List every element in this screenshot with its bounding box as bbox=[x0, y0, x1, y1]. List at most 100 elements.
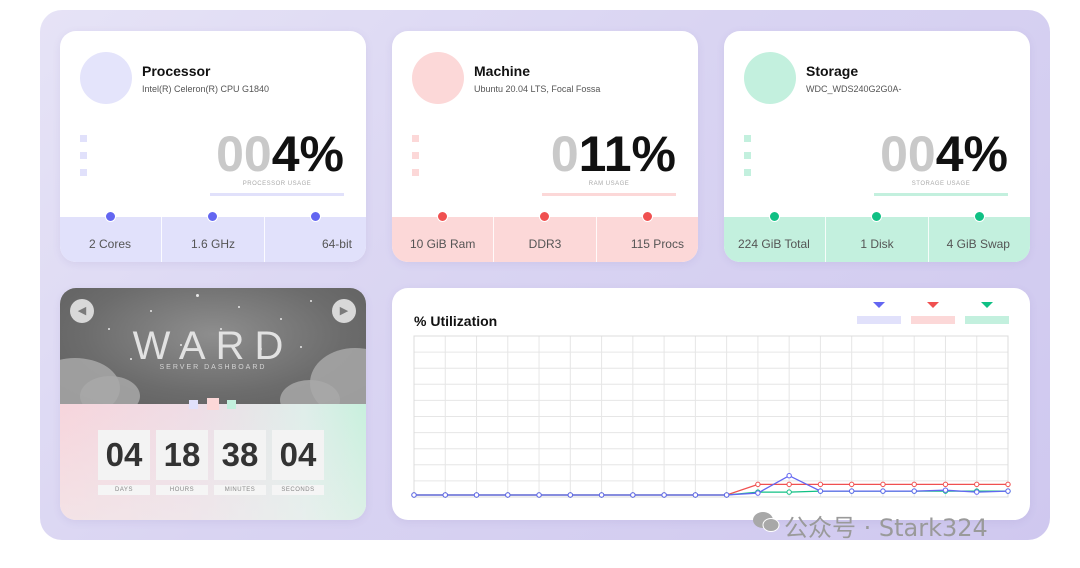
card-title: Storage bbox=[806, 63, 859, 79]
usage-underline bbox=[542, 193, 676, 196]
footer-item: 4 GiB Swap bbox=[929, 211, 1030, 262]
legend-ram[interactable] bbox=[911, 302, 955, 324]
usage-label: STORAGE USAGE bbox=[911, 181, 971, 187]
dot-icon bbox=[973, 211, 985, 222]
theme-swatch-green[interactable] bbox=[227, 400, 236, 409]
countdown-days: 04 bbox=[98, 430, 150, 480]
series-line-0 bbox=[414, 474, 1009, 496]
utilization-chart-card: % Utilization bbox=[392, 288, 1030, 520]
data-point bbox=[755, 490, 761, 496]
mini-bars bbox=[80, 135, 88, 185]
card-subtitle: WDC_WDS240G2G0A- bbox=[806, 84, 902, 94]
mini-bars bbox=[744, 135, 752, 185]
footer-item: 10 GiB Ram bbox=[392, 211, 495, 262]
data-point bbox=[880, 481, 886, 488]
footer-item: 1.6 GHz bbox=[162, 211, 265, 262]
processor-avatar bbox=[80, 52, 132, 104]
data-point bbox=[505, 492, 511, 498]
watermark-text: 公众号 · Stark324 bbox=[784, 514, 988, 542]
ward-logo-title: WARD bbox=[132, 324, 294, 368]
data-point bbox=[411, 492, 417, 498]
storage-card: Storage WDC_WDS240G2G0A- 004% STORAGE US… bbox=[724, 31, 1030, 262]
data-point bbox=[692, 492, 699, 498]
data-point bbox=[755, 481, 761, 488]
data-point bbox=[974, 489, 980, 495]
card-footer: 224 GiB Total 1 Disk 4 GiB Swap bbox=[724, 211, 1030, 262]
countdown-label: MINUTES bbox=[214, 485, 266, 495]
data-point bbox=[911, 481, 917, 488]
theme-swatch-red[interactable] bbox=[207, 398, 219, 410]
usage-label: PROCESSOR USAGE bbox=[242, 181, 312, 187]
dot-icon bbox=[105, 211, 116, 222]
triangle-down-icon bbox=[981, 302, 993, 308]
data-point bbox=[630, 492, 636, 498]
dot-icon bbox=[207, 211, 219, 222]
usage-value: 004% bbox=[216, 126, 344, 182]
usage-value: 011% bbox=[550, 126, 676, 182]
data-point bbox=[1005, 488, 1011, 494]
theme-swatch-blue[interactable] bbox=[189, 400, 198, 409]
data-point bbox=[848, 481, 855, 488]
storage-avatar bbox=[744, 52, 796, 104]
machine-avatar bbox=[412, 52, 464, 104]
mini-bars bbox=[412, 135, 420, 185]
data-point bbox=[817, 488, 824, 494]
machine-card: Machine Ubuntu 20.04 LTS, Focal Fossa 01… bbox=[392, 31, 698, 262]
footer-item: 115 Procs bbox=[597, 211, 698, 262]
card-subtitle: Intel(R) Celeron(R) CPU G1840 bbox=[142, 84, 270, 94]
data-point bbox=[661, 492, 667, 498]
data-point bbox=[942, 487, 949, 493]
data-point bbox=[536, 492, 542, 498]
triangle-down-icon bbox=[927, 302, 939, 308]
usage-label: RAM USAGE bbox=[588, 181, 630, 187]
legend-processor[interactable] bbox=[857, 302, 901, 324]
utilization-chart bbox=[411, 335, 1011, 498]
data-point bbox=[786, 489, 792, 495]
dot-icon bbox=[539, 211, 551, 222]
processor-card: Processor Intel(R) Celeron(R) CPU G1840 … bbox=[60, 31, 366, 262]
footer-item: 64-bit bbox=[265, 211, 366, 262]
data-point bbox=[942, 481, 949, 488]
countdown-label: DAYS bbox=[98, 485, 150, 495]
footer-item: DDR3 bbox=[494, 211, 597, 262]
countdown-minutes: 38 bbox=[214, 430, 266, 480]
dot-icon bbox=[437, 211, 448, 222]
dot-icon bbox=[641, 211, 653, 222]
footer-item: 1 Disk bbox=[826, 211, 929, 262]
data-point bbox=[723, 492, 730, 498]
data-point bbox=[974, 481, 980, 488]
plot-border bbox=[413, 335, 1009, 498]
data-point bbox=[442, 492, 448, 498]
data-point bbox=[911, 488, 917, 494]
data-point bbox=[786, 481, 792, 488]
data-point bbox=[880, 488, 886, 494]
next-button[interactable]: ▶ bbox=[332, 299, 356, 323]
series-line-1 bbox=[414, 483, 1008, 496]
ward-logo-subtitle: SERVER DASHBOARD bbox=[159, 364, 267, 371]
data-point bbox=[817, 481, 824, 488]
footer-item: 2 Cores bbox=[60, 211, 163, 262]
card-subtitle: Ubuntu 20.04 LTS, Focal Fossa bbox=[474, 84, 601, 94]
usage-value: 004% bbox=[880, 126, 1008, 182]
data-point bbox=[786, 472, 792, 479]
legend-storage[interactable] bbox=[965, 302, 1009, 324]
data-point bbox=[598, 492, 605, 498]
footer-item: 224 GiB Total bbox=[724, 211, 827, 262]
countdown-seconds: 04 bbox=[272, 430, 324, 480]
data-point bbox=[848, 488, 855, 494]
data-point bbox=[473, 492, 480, 498]
ward-card: ◀ ▶ WARD SERVER DASHBOARD 04 18 38 04 DA… bbox=[60, 288, 366, 520]
usage-underline bbox=[874, 193, 1008, 196]
countdown-label: HOURS bbox=[156, 485, 208, 495]
previous-button[interactable]: ◀ bbox=[70, 299, 94, 323]
ward-banner: ◀ ▶ WARD SERVER DASHBOARD bbox=[60, 288, 366, 420]
triangle-down-icon bbox=[873, 302, 885, 308]
dot-icon bbox=[309, 211, 321, 222]
card-title: Machine bbox=[474, 63, 531, 79]
chart-title: % Utilization bbox=[414, 313, 498, 329]
data-point bbox=[567, 492, 574, 498]
data-point bbox=[1005, 481, 1011, 488]
card-title: Processor bbox=[142, 63, 211, 79]
card-footer: 2 Cores 1.6 GHz 64-bit bbox=[60, 211, 366, 262]
dot-icon bbox=[769, 211, 780, 222]
